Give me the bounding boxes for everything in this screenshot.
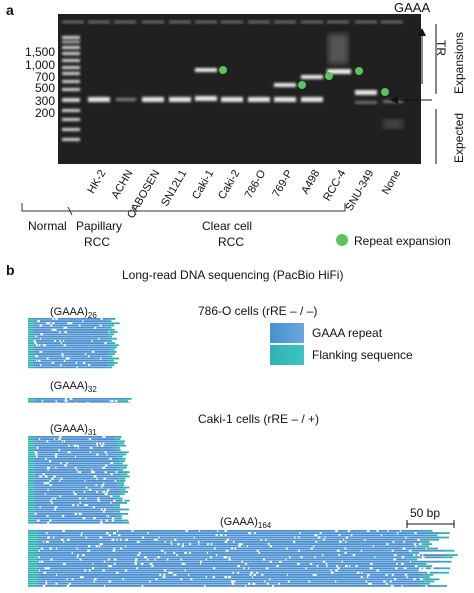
read-block-786o-26	[28, 318, 120, 370]
scale-bar	[406, 520, 455, 528]
allele-sub-26: 26	[87, 311, 97, 321]
ladder-label-200: 200	[34, 106, 55, 120]
panel-a-label: a	[6, 2, 14, 18]
expected-label: Expected	[452, 112, 466, 163]
read-block-caki1-164	[28, 530, 460, 588]
ladder-label-300: 300	[34, 94, 55, 108]
gel-image	[58, 14, 421, 164]
repeat-legend-label: GAAA repeat	[312, 326, 383, 340]
flank-legend-swatch	[270, 345, 304, 365]
allele-base-26: (GAAA)	[50, 306, 88, 318]
panel-b-label: b	[6, 262, 15, 278]
ladder-label-700: 700	[34, 70, 55, 84]
ladder-label-1000: 1,000	[24, 58, 55, 72]
cell-786o-label: 786-O cells (rRE – / –)	[198, 304, 318, 318]
cell-caki1-label: Caki-1 cells (rRE – / +)	[198, 412, 320, 426]
read-block-786o-32	[28, 394, 132, 403]
repeat-expansion-legend: Repeat expansion	[354, 234, 451, 248]
allele-label-26: (GAAA)26	[50, 306, 97, 320]
group-clear-line1: Clear cell	[202, 219, 253, 233]
allele-base-31: (GAAA)	[50, 423, 88, 435]
allele-base-164: (GAAA)	[220, 516, 258, 528]
allele-sub-32: 32	[87, 385, 97, 395]
repeat-expansion-dot	[336, 234, 348, 246]
group-bracket	[21, 203, 346, 216]
gaaa-top-label: GAAA	[394, 0, 431, 15]
repeat-legend-swatch	[270, 323, 304, 343]
group-papillary-line1: Papillary	[76, 219, 123, 233]
expansions-label: Expansions	[452, 31, 466, 94]
panel-b-title: Long-read DNA sequencing (PacBio HiFi)	[122, 268, 344, 282]
flank-legend-label: Flanking sequence	[312, 348, 413, 362]
tr-label: TR	[434, 40, 448, 56]
group-papillary-line2: RCC	[84, 235, 110, 249]
gel-bands	[62, 20, 403, 141]
allele-label-32: (GAAA)32	[50, 380, 97, 394]
allele-label-31: (GAAA)31	[50, 423, 97, 437]
scale-bar-label: 50 bp	[410, 506, 441, 520]
ladder-label-500: 500	[34, 81, 55, 95]
ladder-label-1500: 1,500	[24, 45, 55, 59]
read-block-caki1-31	[28, 436, 130, 524]
group-clear-line2: RCC	[218, 235, 244, 249]
allele-sub-31: 31	[87, 428, 97, 438]
group-normal: Normal	[28, 219, 67, 233]
allele-base-32: (GAAA)	[50, 380, 88, 392]
allele-label-164: (GAAA)164	[220, 516, 271, 530]
allele-sub-164: 164	[257, 521, 272, 531]
right-annotations	[390, 24, 437, 164]
